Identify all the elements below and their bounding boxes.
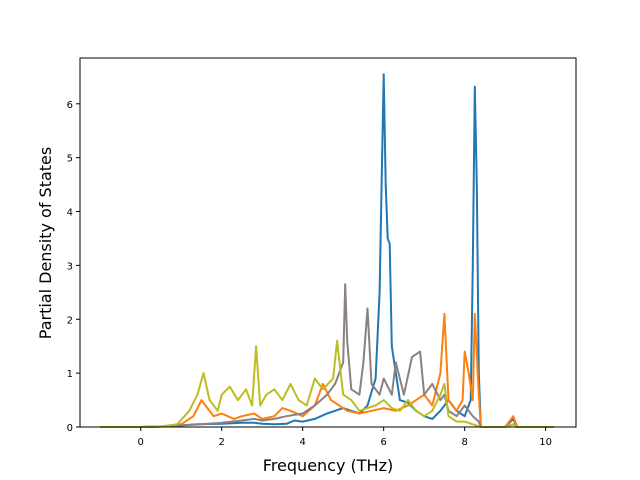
x-axis-label: Frequency (THz) (263, 456, 393, 475)
x-tick-label: 0 (138, 437, 144, 448)
y-axis: 0 1 2 3 4 5 6 (67, 100, 80, 434)
y-tick-label: 2 (67, 315, 73, 326)
series-line-2 (100, 312, 554, 428)
y-tick-label: 4 (67, 208, 73, 219)
x-tick-label: 2 (219, 437, 225, 448)
x-tick-label: 10 (539, 437, 552, 448)
x-tick-label: 6 (380, 437, 386, 448)
series-layer (100, 73, 554, 428)
y-tick-label: 3 (67, 261, 73, 272)
y-tick-label: 5 (67, 154, 73, 165)
y-tick-label: 6 (67, 100, 73, 111)
x-tick-label: 4 (300, 437, 306, 448)
series-line-1 (100, 73, 554, 428)
series-line-4 (100, 339, 554, 428)
y-axis-label: Partial Density of States (36, 147, 55, 339)
y-tick-label: 0 (67, 423, 73, 434)
y-tick-label: 1 (67, 369, 73, 380)
series-line-3 (100, 283, 554, 428)
x-tick-label: 8 (461, 437, 467, 448)
plot-frame (79, 57, 577, 428)
x-axis: 0 2 4 6 8 10 (138, 427, 552, 448)
